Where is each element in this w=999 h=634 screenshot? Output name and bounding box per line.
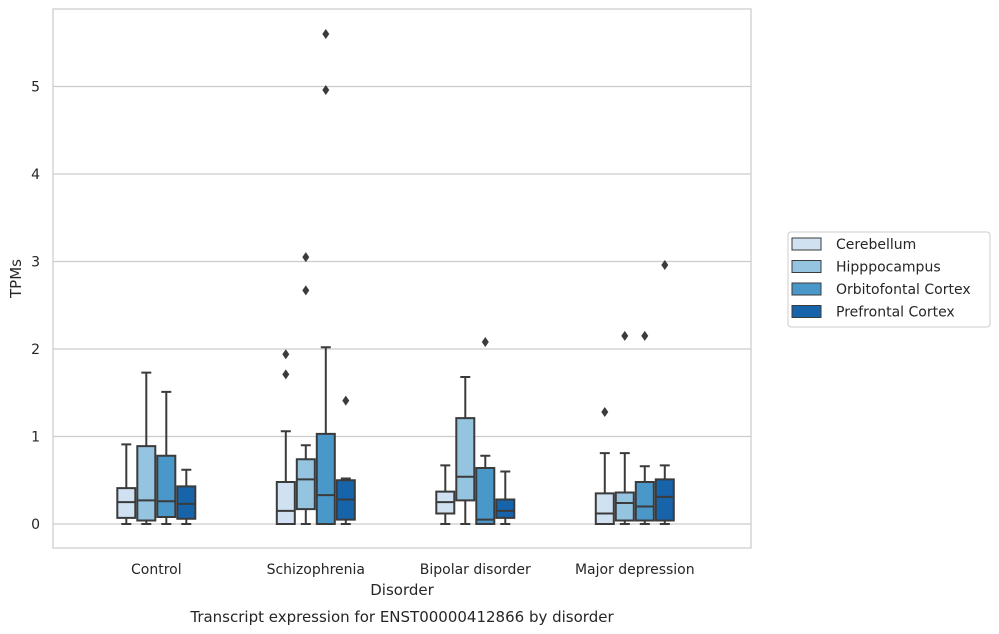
y-tick-labels: 0 1 2 3 4 5 bbox=[31, 80, 40, 534]
legend: Cerebellum Hipppocampus Orbitofontal Corte… bbox=[787, 231, 991, 328]
box-3-1 bbox=[614, 330, 635, 525]
legend-swatch bbox=[791, 282, 822, 296]
outlier-point bbox=[322, 29, 330, 39]
x-axis-title: Disorder bbox=[370, 581, 434, 599]
box-3-2 bbox=[634, 330, 655, 525]
chart-title: Transcript expression for ENST0000041286… bbox=[189, 608, 614, 626]
x-tick-label: Bipolar disorder bbox=[420, 562, 531, 578]
iqr-box bbox=[495, 498, 516, 519]
box-0-1 bbox=[136, 371, 157, 525]
box-0-0 bbox=[116, 443, 137, 525]
iqr-box bbox=[315, 432, 336, 525]
legend-swatch bbox=[791, 260, 822, 273]
outlier-point bbox=[302, 252, 310, 263]
legend-label: Cerebellum bbox=[836, 237, 916, 253]
box-0-3 bbox=[176, 468, 197, 525]
legend-label: Hipppocampus bbox=[836, 260, 941, 276]
box-1-0 bbox=[275, 349, 296, 525]
iqr-box bbox=[614, 491, 635, 522]
legend-swatch bbox=[791, 305, 822, 318]
box-2-3 bbox=[495, 470, 516, 525]
iqr-box bbox=[275, 481, 296, 525]
iqr-box bbox=[634, 481, 655, 522]
iqr-box bbox=[455, 417, 476, 502]
outlier-point bbox=[322, 85, 330, 95]
y-tick-label: 0 bbox=[31, 517, 40, 533]
legend-frame bbox=[787, 231, 991, 328]
plot-frame bbox=[52, 8, 752, 549]
y-tick-label: 5 bbox=[31, 80, 40, 96]
x-tick-label: Major depression bbox=[575, 562, 695, 578]
x-tick-label: Control bbox=[131, 562, 182, 578]
iqr-box bbox=[136, 445, 157, 522]
outlier-point bbox=[621, 330, 629, 341]
box-2-1 bbox=[455, 376, 476, 525]
x-tick-labels: Control Schizophrenia Bipolar disorder Majo… bbox=[131, 562, 695, 578]
y-axis-title: TPMs bbox=[7, 259, 25, 299]
box-1-1 bbox=[295, 252, 316, 525]
legend-label: Prefrontal Cortex bbox=[836, 305, 955, 321]
outlier-point bbox=[282, 349, 290, 360]
box-2-0 bbox=[435, 464, 456, 525]
box-3-0 bbox=[594, 407, 615, 525]
iqr-box bbox=[156, 454, 177, 518]
outlier-point bbox=[302, 285, 310, 296]
outlier-point bbox=[481, 337, 489, 347]
legend-label: Orbitofontal Cortex bbox=[836, 282, 971, 298]
gridlines bbox=[53, 85, 751, 525]
y-tick-label: 3 bbox=[31, 255, 40, 271]
box-1-2 bbox=[315, 29, 336, 525]
iqr-box bbox=[654, 478, 675, 522]
iqr-box bbox=[594, 492, 615, 525]
iqr-box bbox=[475, 467, 496, 525]
x-tick-label: Schizophrenia bbox=[267, 562, 365, 578]
box-0-2 bbox=[156, 390, 177, 525]
y-tick-label: 1 bbox=[31, 430, 40, 446]
iqr-box bbox=[176, 485, 197, 520]
y-tick-label: 2 bbox=[31, 342, 40, 358]
legend-swatch bbox=[791, 237, 822, 251]
box-1-3 bbox=[335, 395, 356, 525]
outlier-point bbox=[601, 407, 609, 417]
outlier-point bbox=[641, 330, 649, 341]
box-groups bbox=[116, 29, 675, 525]
outlier-point bbox=[342, 395, 350, 406]
box-2-2 bbox=[475, 337, 496, 525]
outlier-point bbox=[661, 260, 669, 270]
outlier-point bbox=[282, 369, 290, 380]
iqr-box bbox=[295, 458, 316, 511]
box-3-3 bbox=[654, 260, 675, 525]
y-tick-label: 4 bbox=[31, 167, 40, 183]
